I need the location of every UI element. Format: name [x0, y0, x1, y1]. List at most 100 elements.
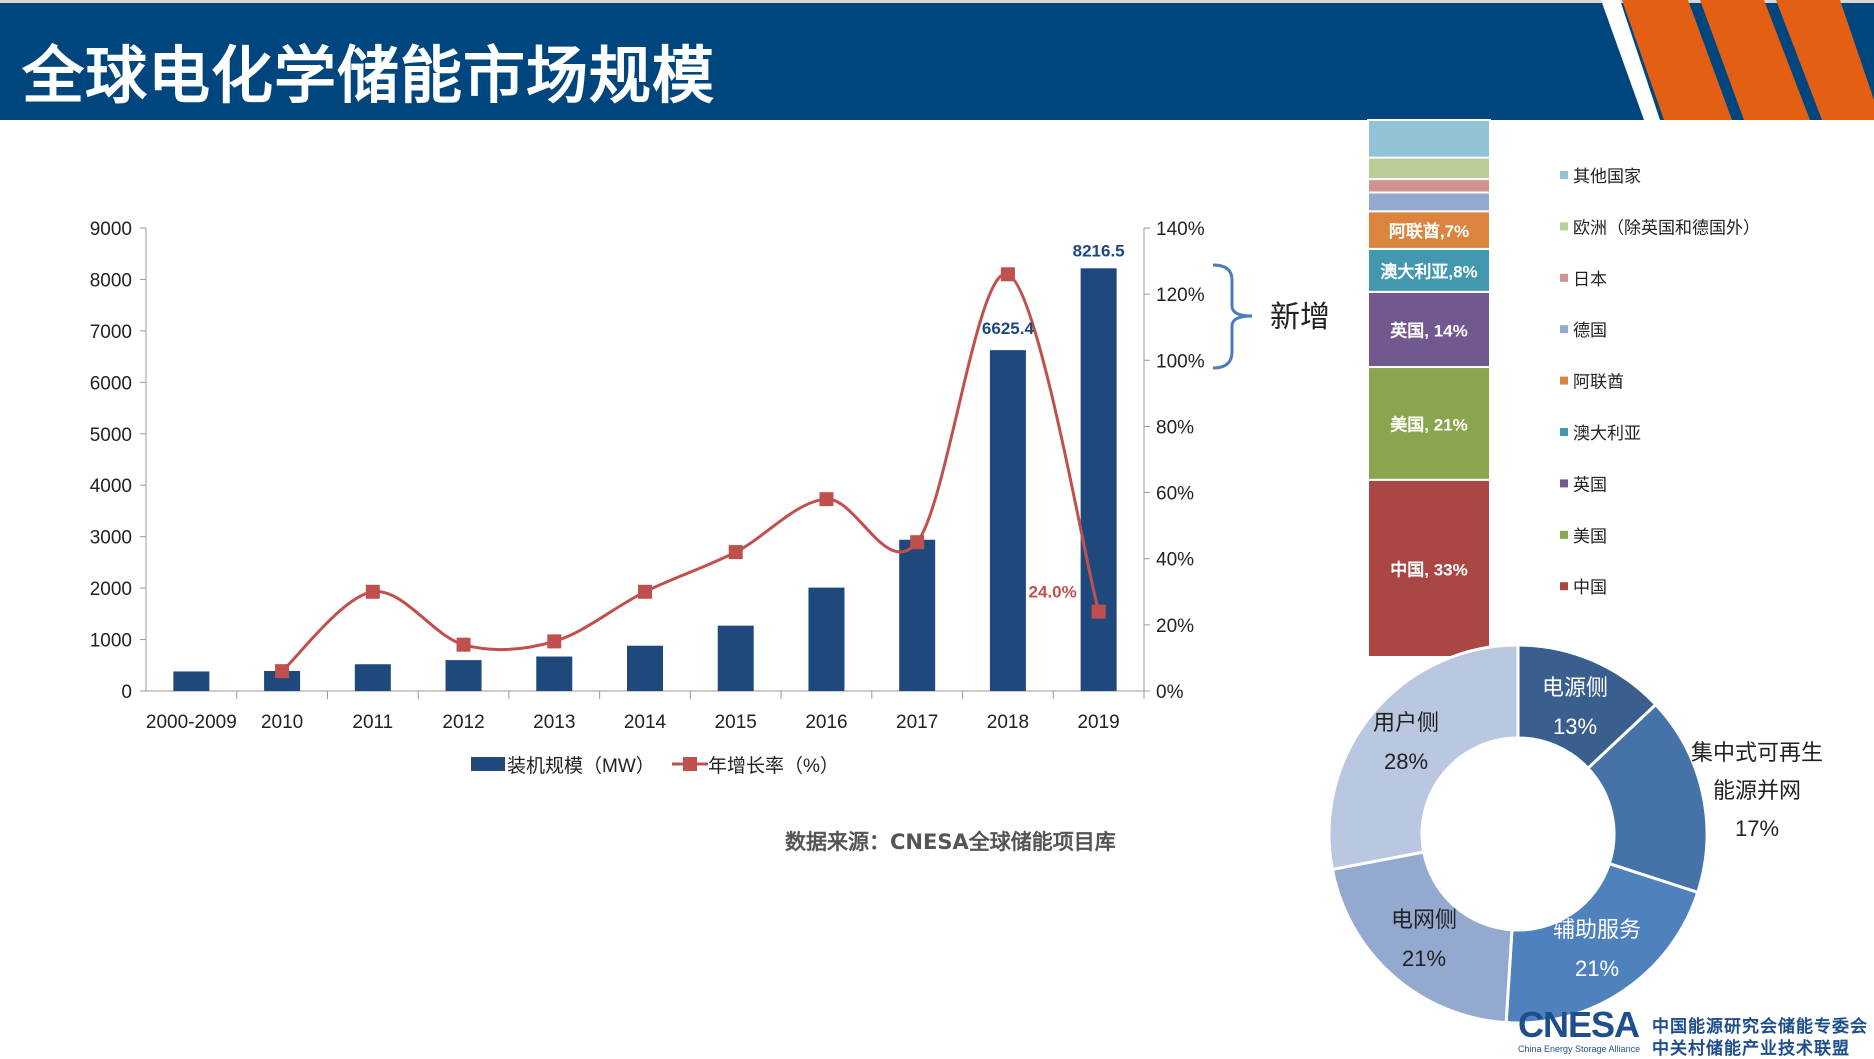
stacked-segment-6 — [1367, 178, 1491, 194]
donut-label: 辅助服务 — [1553, 917, 1641, 942]
left-tick-label: 9000 — [90, 219, 132, 240]
legend-swatch — [1560, 273, 1568, 282]
legend-label-line: 年增长率（%） — [708, 755, 839, 777]
stacked-segment-4 — [1367, 210, 1491, 250]
x-tick-label: 2010 — [261, 712, 303, 733]
right-tick-label: 100% — [1156, 351, 1205, 372]
legend-label-bar: 装机规模（MW） — [507, 755, 655, 777]
growth-rate-marker — [547, 634, 562, 649]
x-tick-label: 2016 — [805, 712, 847, 733]
donut-label: 能源并网 — [1713, 778, 1801, 803]
stacked-segment-2 — [1367, 290, 1491, 369]
x-tick-label: 2018 — [987, 712, 1029, 733]
left-tick-label: 7000 — [90, 322, 132, 343]
growth-rate-marker — [456, 637, 471, 652]
stacked-segment-3 — [1367, 247, 1491, 293]
left-tick-label: 6000 — [90, 373, 132, 394]
left-tick-label: 2000 — [90, 579, 132, 600]
growth-rate-marker — [910, 535, 925, 550]
right-tick-label: 140% — [1156, 219, 1205, 240]
growth-rate-marker — [819, 492, 834, 507]
segment-label: 英国, 14% — [1390, 320, 1467, 340]
donut-value: 21% — [1402, 946, 1446, 971]
left-tick-label: 5000 — [90, 425, 132, 446]
logo-line2: 中关村储能产业技术联盟 — [1652, 1039, 1850, 1059]
logo-mark: CNESA — [1518, 1004, 1640, 1045]
bar-2015 — [717, 625, 754, 691]
x-tick-label: 2000-2009 — [146, 712, 237, 733]
left-tick-label: 4000 — [90, 476, 132, 497]
decorative-stripes — [1601, 0, 1874, 120]
data-label: 24.0% — [1029, 583, 1077, 602]
legend-swatch-bar — [471, 757, 505, 771]
bar-2018 — [989, 350, 1026, 691]
bar-2000-2009 — [173, 671, 210, 691]
stacked-segment-5 — [1367, 191, 1491, 213]
growth-rate-marker — [365, 584, 380, 599]
bracket-icon — [1212, 263, 1253, 370]
legend-swatch — [1560, 222, 1568, 231]
bar-2011 — [354, 664, 391, 691]
legend-swatch — [1560, 171, 1568, 179]
legend-label: 日本 — [1573, 270, 1607, 289]
legend-label: 其他国家 — [1573, 167, 1641, 186]
left-tick-label: 8000 — [90, 270, 132, 291]
right-tick-label: 60% — [1156, 484, 1194, 505]
stacked-segment-1 — [1367, 366, 1491, 481]
left-tick-label: 0 — [121, 682, 132, 703]
cnesa-logo: CNESA China Energy Storage Alliance 中国能源… — [1518, 1004, 1874, 1059]
donut-value: 17% — [1735, 816, 1779, 841]
legend-swatch — [1560, 376, 1568, 385]
segment-label: 美国, 21% — [1390, 414, 1467, 434]
growth-rate-marker — [638, 584, 652, 599]
source-note: 数据来源：CNESA全球储能项目库 — [785, 830, 1116, 854]
donut-label: 电网侧 — [1391, 907, 1457, 932]
donut-slice-1 — [1585, 702, 1709, 895]
legend-swatch — [1560, 582, 1568, 591]
left-tick-label: 3000 — [90, 528, 132, 549]
growth-rate-marker — [1091, 604, 1106, 619]
growth-rate-marker — [728, 545, 743, 560]
right-tick-label: 20% — [1156, 616, 1194, 637]
segment-label: 阿联酋,7% — [1389, 221, 1469, 241]
page-title: 全球电化学储能市场规模 — [22, 39, 716, 112]
x-tick-label: 2012 — [442, 712, 484, 733]
title-banner: 全球电化学储能市场规模 — [0, 0, 1874, 120]
donut-label: 集中式可再生 — [1691, 740, 1823, 765]
bar-2010 — [264, 670, 301, 691]
donut-value: 13% — [1553, 714, 1597, 739]
x-tick-label: 2014 — [624, 712, 667, 733]
donut-slice-4 — [1327, 643, 1520, 872]
data-label: 6625.4 — [982, 319, 1035, 338]
legend-marker-line — [683, 757, 697, 771]
legend-swatch — [1560, 530, 1568, 539]
donut-value: 28% — [1384, 749, 1428, 774]
bar-2014 — [627, 645, 663, 691]
stacked-segment-0 — [1367, 478, 1491, 659]
legend-label: 美国 — [1573, 527, 1607, 546]
x-tick-label: 2013 — [533, 712, 575, 733]
x-tick-label: 2015 — [715, 712, 757, 733]
growth-rate-marker — [275, 664, 290, 679]
stacked-segment-7 — [1367, 156, 1491, 181]
bar-2019 — [1080, 268, 1117, 691]
stacked-segment-8 — [1367, 119, 1491, 159]
legend-label: 英国 — [1573, 475, 1607, 494]
data-label: 8216.5 — [1073, 241, 1125, 260]
bracket-label: 新增 — [1270, 300, 1330, 335]
legend-swatch — [1560, 325, 1568, 334]
bar-2016 — [808, 587, 845, 691]
right-tick-label: 0% — [1156, 682, 1184, 703]
bar-2013 — [536, 656, 573, 691]
legend-label: 阿联酋 — [1573, 373, 1624, 392]
x-tick-label: 2011 — [352, 712, 393, 733]
segment-label: 中国, 33% — [1390, 559, 1467, 579]
legend-swatch — [1560, 479, 1568, 488]
bar-2012 — [445, 660, 482, 691]
right-tick-label: 40% — [1156, 550, 1194, 571]
right-tick-label: 120% — [1156, 285, 1205, 306]
donut-label: 用户侧 — [1373, 710, 1439, 735]
left-tick-label: 1000 — [90, 631, 132, 652]
bar-2017 — [899, 539, 936, 691]
